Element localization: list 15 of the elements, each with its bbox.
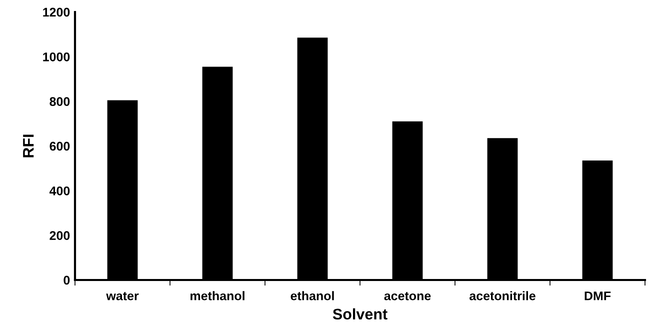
y-axis-title: RFI: [23, 134, 34, 158]
y-tick-label: 1200: [43, 8, 70, 17]
y-tick-label: 0: [64, 276, 70, 285]
x-tick-label: ethanol: [290, 291, 334, 300]
y-tick-label: 400: [49, 186, 70, 196]
y-tick-label: 1000: [43, 52, 70, 62]
x-tick-label: DMF: [584, 292, 611, 300]
y-tick-label: 600: [50, 142, 70, 151]
x-axis-title: Solvent: [332, 308, 388, 320]
y-tick-label: 200: [50, 231, 70, 240]
x-tick-label: water: [106, 292, 139, 300]
x-tick-label: acetonitrile: [470, 291, 536, 300]
x-tick-label: methanol: [190, 291, 244, 300]
x-tick-label: acetone: [384, 292, 431, 300]
y-tick-label: 800: [50, 97, 70, 106]
